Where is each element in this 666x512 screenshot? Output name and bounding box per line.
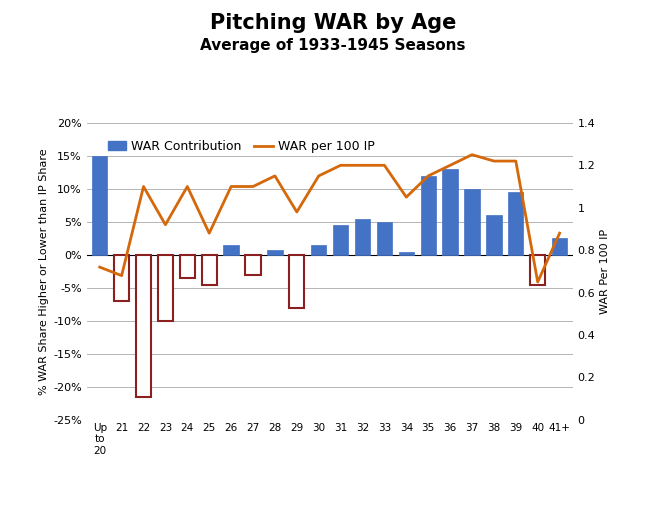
Y-axis label: % WAR Share Higher or Lower than IP Share: % WAR Share Higher or Lower than IP Shar… (39, 148, 49, 395)
Bar (552, 239, 567, 255)
Bar (224, 245, 239, 255)
Bar (464, 189, 480, 255)
Bar (114, 255, 129, 301)
Y-axis label: WAR Per 100 IP: WAR Per 100 IP (599, 229, 609, 314)
Bar (333, 225, 348, 255)
Bar (486, 215, 501, 255)
Bar (202, 255, 217, 285)
Bar (377, 222, 392, 255)
Legend: WAR Contribution, WAR per 100 IP: WAR Contribution, WAR per 100 IP (103, 135, 380, 158)
Bar (420, 176, 436, 255)
Bar (508, 192, 523, 255)
Bar (267, 249, 282, 255)
Bar (289, 255, 304, 308)
Bar (355, 219, 370, 255)
Bar (158, 255, 173, 321)
Bar (245, 255, 260, 274)
Bar (530, 255, 545, 285)
Bar (92, 156, 107, 255)
Text: Pitching WAR by Age: Pitching WAR by Age (210, 13, 456, 33)
Bar (442, 169, 458, 255)
Bar (136, 255, 151, 397)
Text: Average of 1933-1945 Seasons: Average of 1933-1945 Seasons (200, 38, 466, 53)
Bar (180, 255, 195, 278)
Bar (399, 251, 414, 255)
Bar (311, 245, 326, 255)
